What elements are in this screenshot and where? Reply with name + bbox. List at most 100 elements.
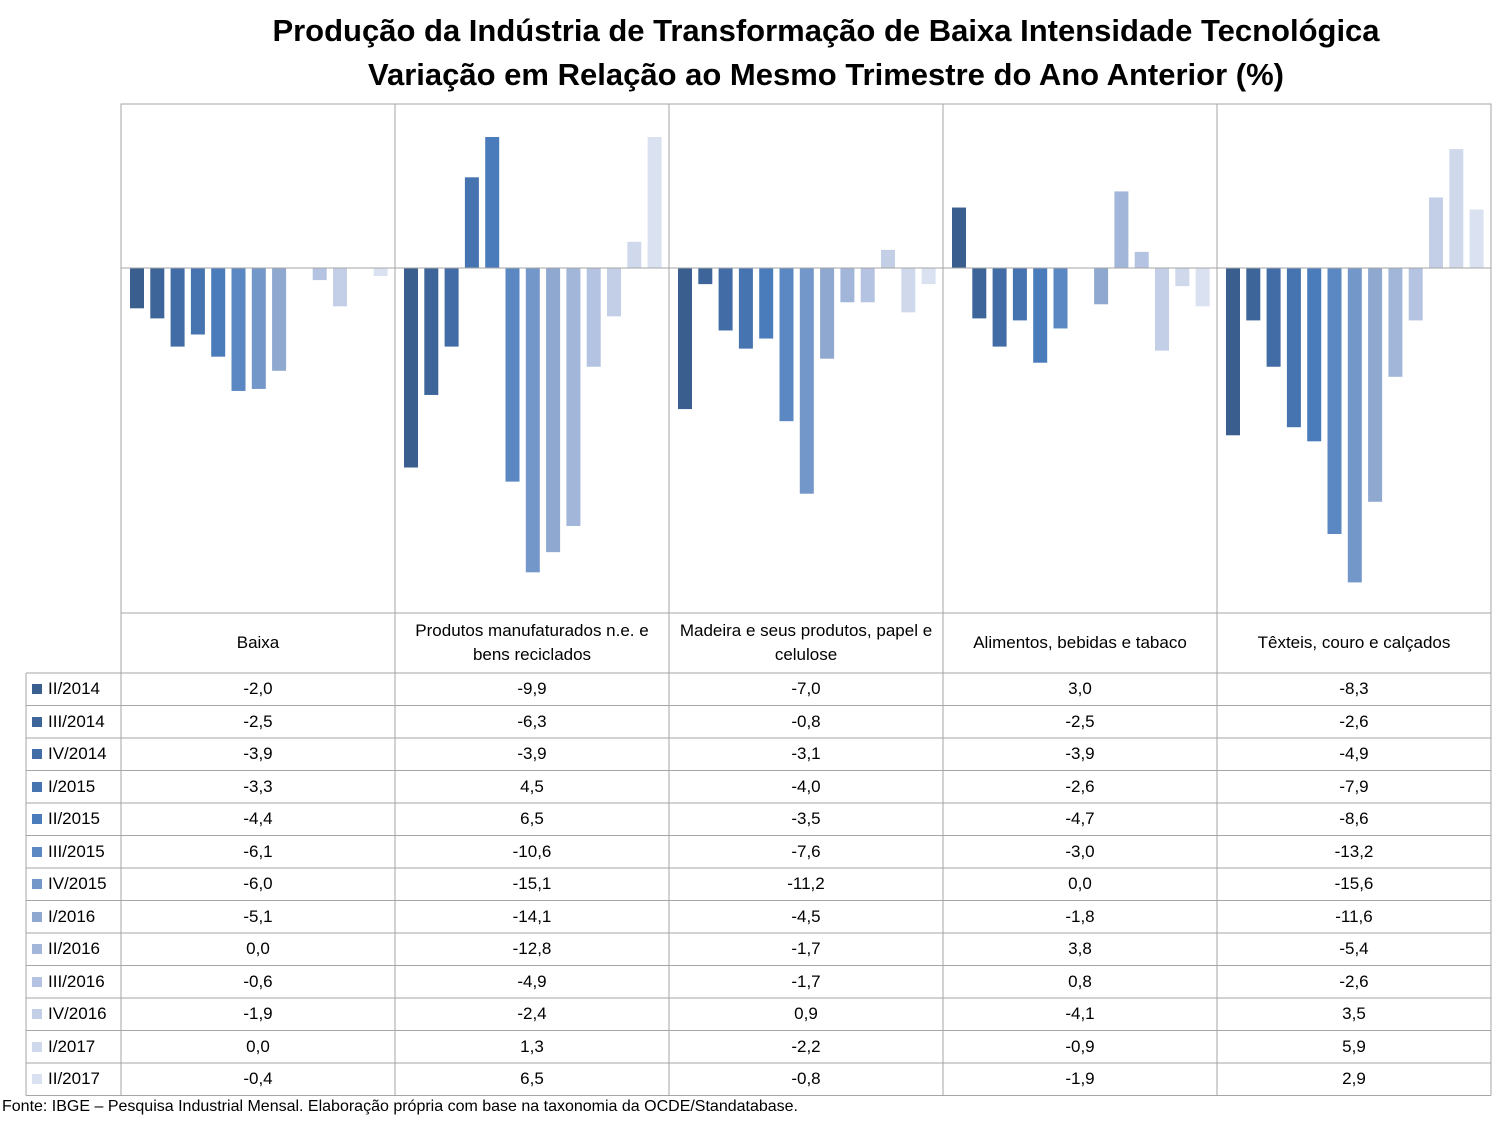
- table-cell: -0,8: [791, 711, 821, 731]
- legend-entry: I/2017: [32, 1031, 95, 1063]
- bar: [1388, 268, 1403, 377]
- table-cell: 0,0: [246, 939, 270, 958]
- table-cell: -6,0: [243, 874, 273, 893]
- bar: [1012, 268, 1027, 321]
- table-cell: -15,1: [512, 874, 552, 893]
- legend-swatch: [32, 944, 42, 954]
- legend-swatch: [32, 879, 42, 889]
- bar: [566, 268, 581, 526]
- bar: [799, 268, 814, 494]
- bar: [1327, 268, 1342, 535]
- table-cell: 3,0: [1068, 679, 1092, 698]
- table-cell: -3,0: [1065, 841, 1095, 861]
- legend-swatch: [32, 684, 42, 694]
- legend-swatch: [32, 781, 42, 792]
- bar: [718, 268, 733, 331]
- legend-entry: III/2014: [32, 706, 105, 738]
- bar: [820, 268, 835, 359]
- table-cell: 6,5: [520, 1069, 544, 1088]
- bar: [190, 268, 205, 335]
- table-cell: -7,6: [791, 841, 821, 861]
- table-cell: -6,1: [243, 841, 273, 861]
- bar: [1134, 251, 1149, 268]
- source-footnote: Fonte: IBGE – Pesquisa Industrial Mensal…: [2, 1098, 798, 1115]
- legend-label: III/2015: [48, 841, 105, 861]
- table-cell: -2,6: [1339, 971, 1369, 991]
- bar: [647, 137, 662, 268]
- table-cell: 4,5: [520, 776, 544, 796]
- legend-swatch: [32, 1074, 42, 1084]
- legend-label: I/2015: [48, 776, 96, 796]
- bar: [972, 268, 987, 319]
- bar: [251, 268, 266, 389]
- bar: [698, 268, 713, 285]
- bar: [1408, 268, 1423, 321]
- table-cell: -14,1: [512, 906, 552, 926]
- bar: [738, 268, 753, 349]
- table-cell: -0,9: [1065, 1036, 1095, 1056]
- table-cell: -1,8: [1065, 906, 1095, 926]
- table-cell: 0,0: [246, 1036, 270, 1056]
- table-cell: -4,1: [1065, 1004, 1095, 1023]
- legend-label: IV/2014: [48, 744, 107, 763]
- table-cell: 3,5: [1342, 1004, 1366, 1023]
- table-cell: -3,5: [791, 809, 821, 828]
- table-cell: 0,0: [1068, 874, 1092, 893]
- legend-swatch: [32, 716, 42, 727]
- table-cell: -4,9: [1339, 744, 1369, 763]
- table-cell: 2,9: [1342, 1069, 1366, 1088]
- bar: [485, 137, 500, 268]
- table-cell: -11,6: [1335, 906, 1373, 926]
- legend-label: II/2015: [48, 809, 100, 828]
- bar: [992, 268, 1007, 347]
- table-cell: -1,7: [791, 939, 821, 958]
- bar: [1033, 268, 1048, 363]
- legend-entry: II/2015: [32, 803, 100, 835]
- legend-entry: II/2014: [32, 673, 100, 705]
- bar: [952, 207, 966, 268]
- table-cell: -1,9: [1065, 1069, 1095, 1088]
- bar: [1368, 268, 1383, 502]
- legend-label: III/2014: [48, 711, 105, 731]
- table-cell: -4,5: [791, 906, 821, 926]
- table-cell: 6,5: [520, 809, 544, 828]
- bar: [170, 268, 185, 347]
- table-cell: -0,6: [243, 971, 273, 991]
- bar: [1347, 268, 1362, 583]
- table-cell: -2,0: [243, 679, 273, 698]
- table-cell: -15,6: [1334, 874, 1374, 893]
- legend-label: I/2016: [48, 906, 96, 926]
- bar: [211, 268, 226, 357]
- legend-entry: IV/2015: [32, 868, 107, 900]
- bar: [272, 268, 287, 371]
- bar: [860, 268, 875, 303]
- legend-swatch: [32, 846, 42, 857]
- table-cell: -1,7: [791, 971, 821, 991]
- category-label: Têxteis, couro e calçados: [1257, 633, 1451, 652]
- table-cell: -1,9: [243, 1004, 273, 1023]
- bar: [881, 249, 895, 268]
- table-cell: -6,3: [517, 711, 547, 731]
- bar: [1114, 191, 1129, 268]
- category-label: Produtos manufaturados n.e. e bens recic…: [415, 621, 649, 664]
- bar: [424, 268, 439, 395]
- bar: [1449, 149, 1464, 268]
- legend-entry: II/2017: [32, 1063, 100, 1095]
- bar: [1469, 209, 1484, 268]
- table-cell: -7,9: [1339, 776, 1369, 796]
- legend-entry: II/2016: [32, 933, 100, 965]
- legend-label: II/2014: [48, 679, 100, 698]
- bar: [505, 268, 520, 482]
- bar: [1175, 268, 1190, 287]
- legend-entry: I/2015: [32, 771, 95, 803]
- bar: [1246, 268, 1261, 321]
- bar: [1429, 197, 1443, 268]
- table-cell: -3,9: [517, 744, 547, 763]
- category-label: Baixa: [236, 633, 280, 652]
- table-cell: -3,1: [791, 744, 821, 763]
- table-cell: -3,9: [1065, 744, 1095, 763]
- legend-entry: IV/2016: [32, 998, 107, 1030]
- table-cell: -5,1: [243, 906, 273, 926]
- legend-swatch: [32, 976, 42, 987]
- table-cell: -4,9: [517, 971, 547, 991]
